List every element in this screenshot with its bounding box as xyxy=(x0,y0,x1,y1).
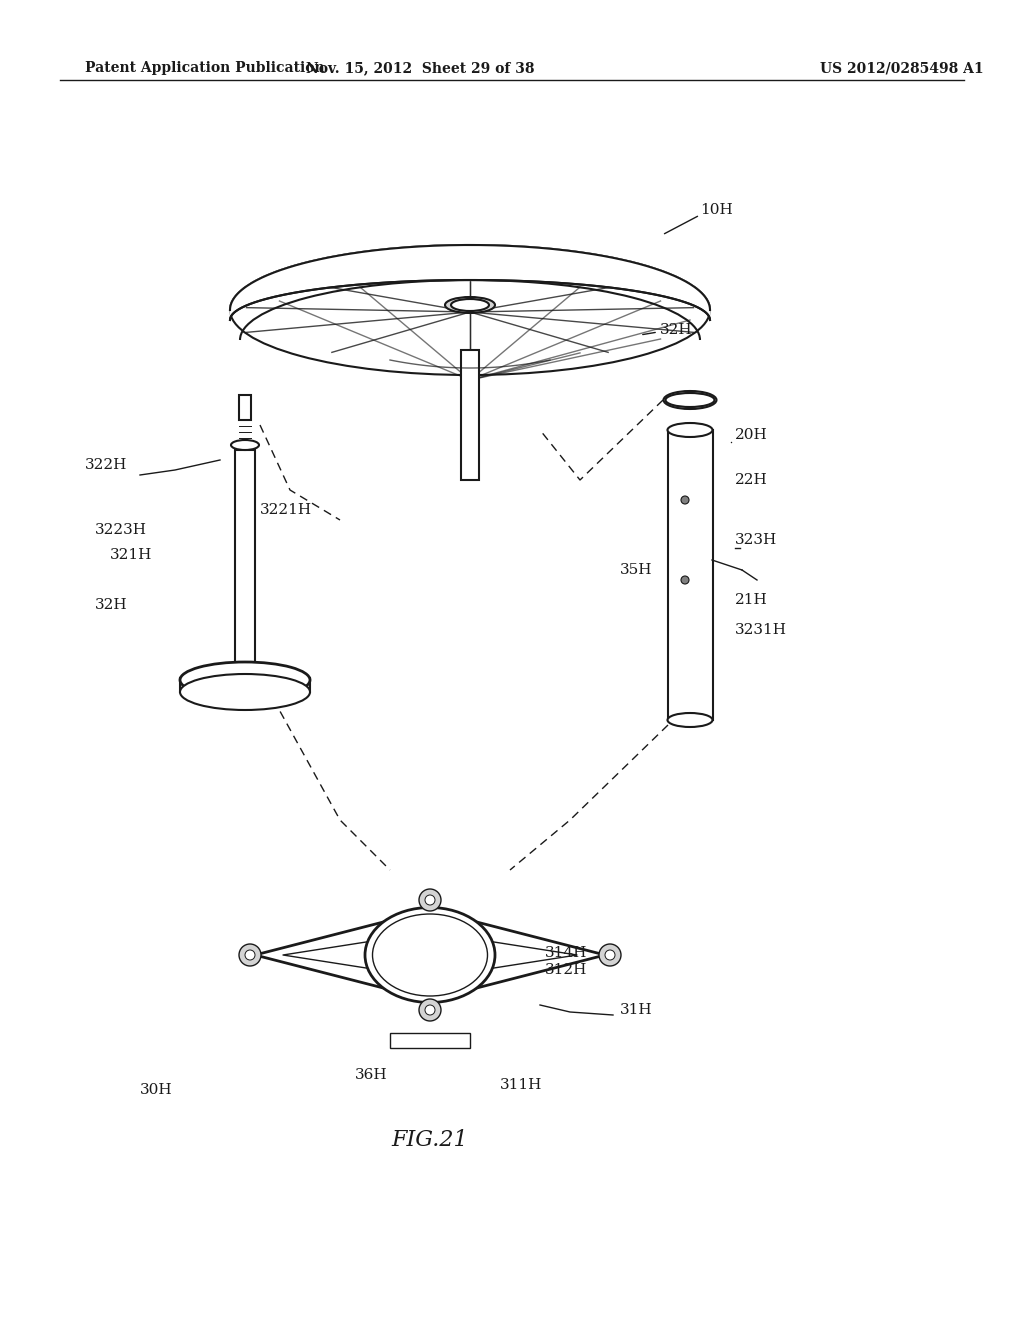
Ellipse shape xyxy=(419,888,441,911)
Ellipse shape xyxy=(365,908,495,1002)
Text: 323H: 323H xyxy=(735,533,777,546)
Text: 3231H: 3231H xyxy=(735,623,787,638)
Ellipse shape xyxy=(239,944,261,966)
Text: 35H: 35H xyxy=(620,564,652,577)
Text: 10H: 10H xyxy=(700,203,733,216)
Ellipse shape xyxy=(605,950,615,960)
Ellipse shape xyxy=(425,895,435,906)
Text: 322H: 322H xyxy=(85,458,127,473)
Bar xyxy=(390,1034,470,1048)
Ellipse shape xyxy=(666,393,715,407)
Text: 20H: 20H xyxy=(735,428,768,442)
Text: 32H: 32H xyxy=(95,598,128,612)
Text: 31H: 31H xyxy=(620,1003,652,1016)
Text: US 2012/0285498 A1: US 2012/0285498 A1 xyxy=(820,61,984,75)
Ellipse shape xyxy=(419,999,441,1020)
Ellipse shape xyxy=(664,391,717,409)
Text: 314H: 314H xyxy=(545,946,588,960)
Bar xyxy=(461,350,479,480)
Text: 22H: 22H xyxy=(735,473,768,487)
Text: 32H: 32H xyxy=(660,323,692,337)
Ellipse shape xyxy=(451,300,489,312)
Ellipse shape xyxy=(445,297,495,313)
Text: 30H: 30H xyxy=(140,1082,173,1097)
Polygon shape xyxy=(230,246,710,319)
Ellipse shape xyxy=(180,675,310,710)
Ellipse shape xyxy=(599,944,621,966)
Text: 321H: 321H xyxy=(110,548,153,562)
Text: 36H: 36H xyxy=(355,1068,388,1082)
Text: FIG.21: FIG.21 xyxy=(392,1129,468,1151)
Ellipse shape xyxy=(245,950,255,960)
Ellipse shape xyxy=(681,576,689,583)
Bar xyxy=(239,395,251,420)
Bar xyxy=(668,430,713,719)
Text: 21H: 21H xyxy=(735,593,768,607)
Ellipse shape xyxy=(668,713,713,727)
Text: 3223H: 3223H xyxy=(95,523,147,537)
Ellipse shape xyxy=(681,496,689,504)
Text: 311H: 311H xyxy=(500,1078,543,1092)
Polygon shape xyxy=(255,909,605,1001)
Text: 312H: 312H xyxy=(545,964,588,977)
Ellipse shape xyxy=(231,440,259,450)
Text: Nov. 15, 2012  Sheet 29 of 38: Nov. 15, 2012 Sheet 29 of 38 xyxy=(306,61,535,75)
Bar xyxy=(180,678,310,692)
Ellipse shape xyxy=(668,422,713,437)
Ellipse shape xyxy=(180,663,310,698)
Text: 3221H: 3221H xyxy=(260,503,312,517)
Bar xyxy=(234,450,255,700)
Text: Patent Application Publication: Patent Application Publication xyxy=(85,61,325,75)
Ellipse shape xyxy=(451,300,489,312)
Ellipse shape xyxy=(425,1005,435,1015)
